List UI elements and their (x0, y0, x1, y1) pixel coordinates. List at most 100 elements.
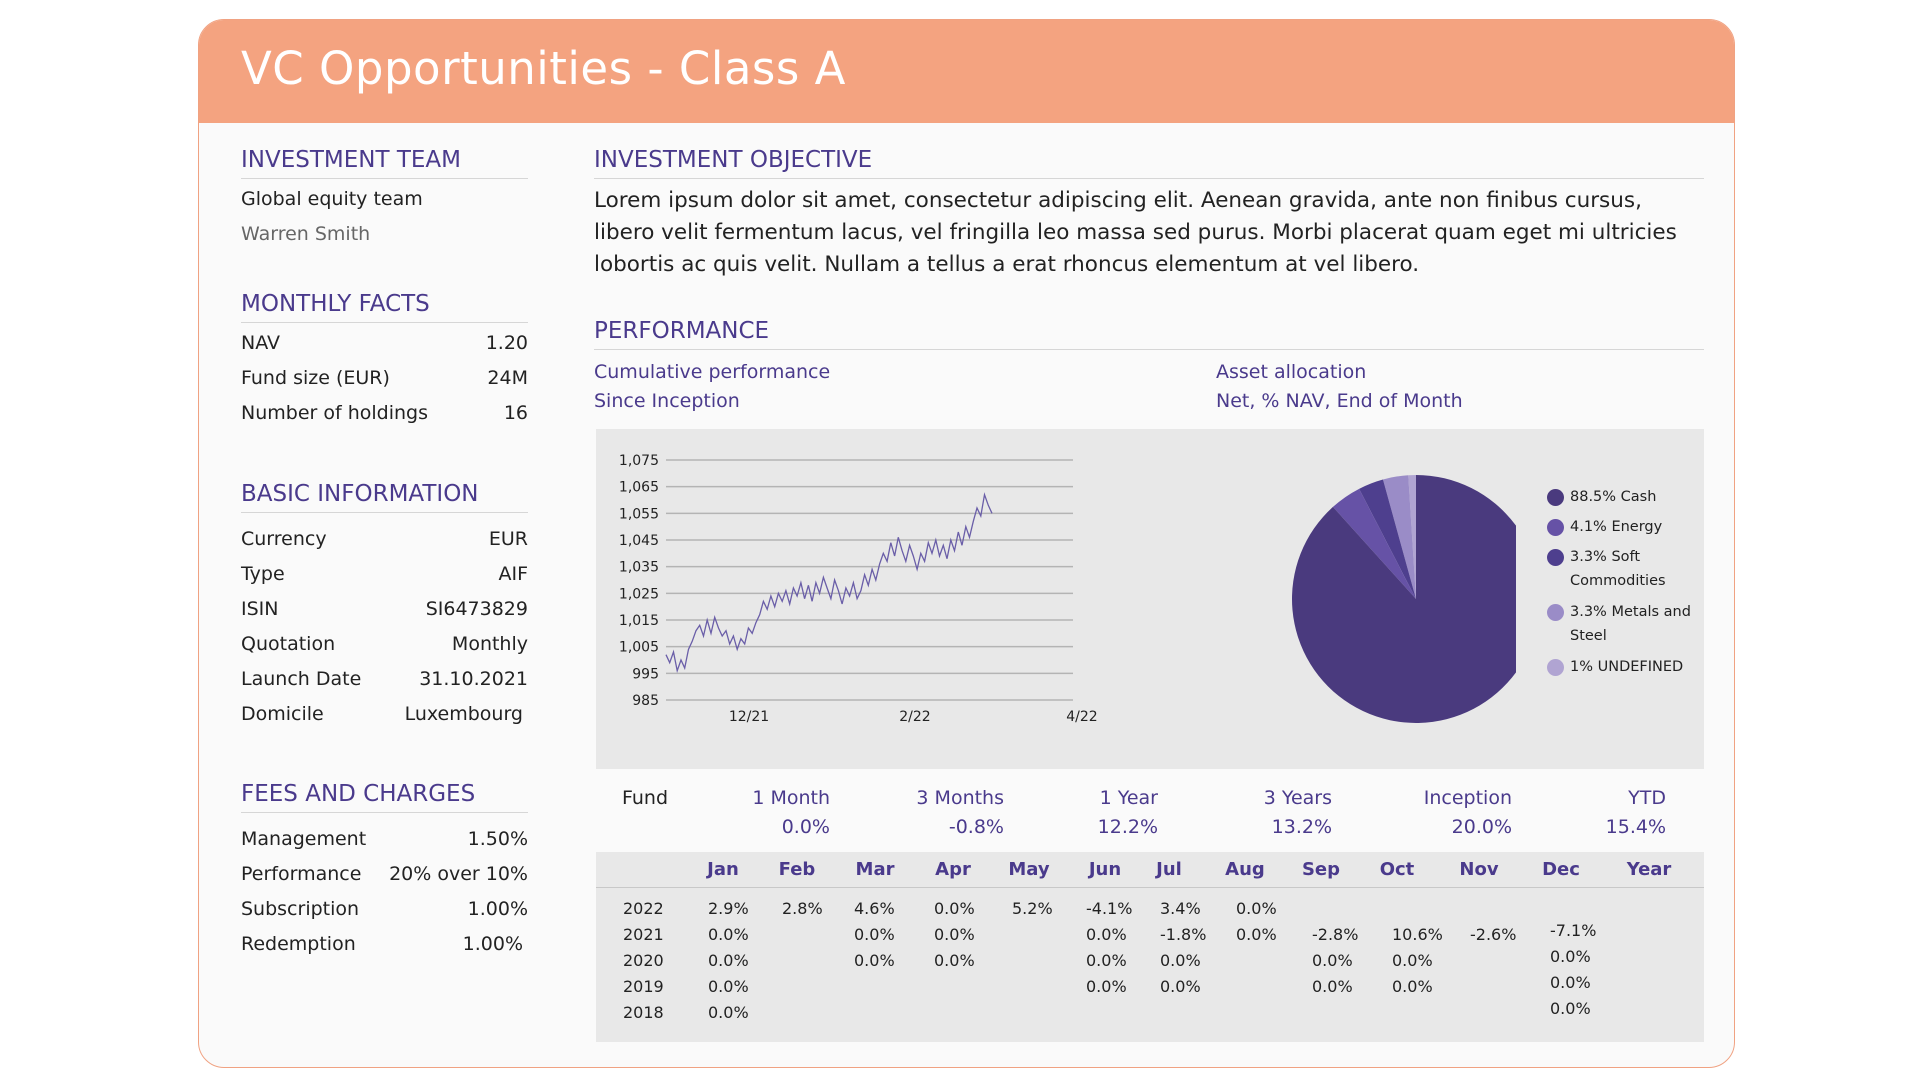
month-header: Jun (1088, 859, 1122, 880)
return-cell: -7.1% (1550, 921, 1597, 940)
y-tick-label: 1,045 (619, 533, 659, 549)
fee-label: Management (241, 828, 367, 850)
legend-label: 1% UNDEFINED (1570, 659, 1684, 675)
return-cell: 0.0% (1160, 977, 1201, 996)
title-banner: VC Opportunities - Class A (199, 20, 1734, 123)
pie-slice (1332, 488, 1416, 599)
fee-label: Performance (241, 863, 362, 885)
info-value: EUR (488, 528, 528, 550)
year-label: 2019 (623, 977, 664, 996)
legend-swatch (1547, 604, 1564, 621)
return-cell: 0.0% (1392, 977, 1433, 996)
return-cell: 0.0% (1086, 925, 1127, 944)
month-header: Dec (1542, 859, 1580, 880)
fund-label: Fund (622, 787, 669, 809)
cumulative-performance-chart: 1,075 1,065 1,055 1,045 1,035 1,025 1,015 1,005… (619, 453, 1098, 725)
divider (241, 178, 528, 179)
fees-heading: FEES AND CHARGES (241, 781, 476, 807)
pie-slice (1408, 475, 1416, 599)
fee-value: 1.50% (467, 828, 528, 850)
info-label: Domicile (241, 703, 324, 725)
investment-team-heading: INVESTMENT TEAM (241, 147, 462, 173)
period-value: 20.0% (1451, 816, 1512, 838)
legend-label: 3.3% Metals and Steel (1570, 604, 1691, 644)
performance-heading: PERFORMANCE (594, 318, 770, 344)
y-tick-label: 1,025 (619, 586, 659, 602)
legend-label: 3.3% Soft Commodities (1570, 549, 1666, 589)
fact-label: Number of holdings (241, 402, 429, 424)
return-cell: 0.0% (934, 925, 975, 944)
info-label: Currency (241, 528, 327, 550)
allocation-title: Asset allocation (1216, 361, 1367, 383)
return-cell: 0.0% (1160, 951, 1201, 970)
allocation-subtitle: Net, % NAV, End of Month (1216, 390, 1463, 412)
x-tick-label: 2/22 (899, 709, 930, 725)
month-header: Oct (1379, 859, 1415, 880)
return-cell: -2.6% (1470, 925, 1517, 944)
period-value: 15.4% (1605, 816, 1666, 838)
cumulative-title: Cumulative performance (594, 361, 831, 383)
basic-information-heading: BASIC INFORMATION (241, 481, 479, 507)
return-cell: 0.0% (708, 977, 749, 996)
y-tick-label: 1,065 (619, 480, 659, 496)
period-label: 1 Month (752, 787, 830, 809)
pie-slice (1292, 475, 1516, 723)
return-cell: 2.9% (708, 899, 749, 918)
y-tick-label: 1,035 (619, 560, 659, 576)
x-tick-label: 12/21 (729, 709, 769, 725)
return-cell: -4.1% (1086, 899, 1133, 918)
fact-value: 1.20 (485, 332, 528, 354)
return-cell: 0.0% (1086, 977, 1127, 996)
objective-text: Lorem ipsum dolor sit amet, consectetur … (594, 188, 1677, 277)
period-value: -0.8% (948, 816, 1004, 838)
fact-label: Fund size (EUR) (241, 367, 390, 389)
divider (241, 512, 528, 513)
performance-line (665, 492, 993, 674)
info-label: Quotation (241, 633, 336, 655)
fee-label: Redemption (241, 933, 356, 955)
y-tick-label: 985 (632, 693, 659, 709)
period-value: 0.0% (781, 816, 830, 838)
y-tick-label: 1,015 (619, 613, 659, 629)
month-header: Mar (855, 859, 895, 880)
y-tick-label: 1,075 (619, 453, 659, 469)
fee-value: 20% over 10% (389, 863, 528, 885)
return-cell: 0.0% (1236, 925, 1277, 944)
info-value: Monthly (451, 633, 528, 655)
pie-slice (1382, 475, 1416, 599)
legend-swatch (1547, 519, 1564, 536)
return-cell: 5.2% (1012, 899, 1053, 918)
legend-label: 4.1% Energy (1570, 519, 1663, 535)
year-label: 2022 (623, 899, 664, 918)
monthly-returns-table (596, 852, 1704, 1042)
divider (594, 178, 1704, 179)
return-cell: 0.0% (1392, 951, 1433, 970)
return-cell: 0.0% (854, 925, 895, 944)
charts-panel: 1,075 1,065 1,055 1,045 1,035 1,025 1,015 1,005… (596, 429, 1704, 769)
info-label: Type (241, 563, 285, 585)
return-cell: -2.8% (1312, 925, 1359, 944)
year-label: 2018 (623, 1003, 664, 1022)
period-label: 1 Year (1099, 787, 1158, 809)
y-tick-label: 995 (632, 666, 659, 682)
info-label: ISIN (241, 598, 279, 620)
legend-swatch (1547, 659, 1564, 676)
return-cell: 0.0% (934, 899, 975, 918)
year-label: 2021 (623, 925, 664, 944)
divider (241, 812, 528, 813)
month-header: Jul (1156, 859, 1182, 880)
fund-title: VC Opportunities - Class A (241, 42, 846, 95)
info-label: Launch Date (241, 668, 362, 690)
fund-factsheet-card: VC Opportunities - Class A INVESTMENT TE… (198, 19, 1735, 1068)
fee-value: 1.00% (462, 933, 523, 955)
year-label: 2020 (623, 951, 664, 970)
info-value: Luxembourg (404, 703, 523, 725)
investment-objective-heading: INVESTMENT OBJECTIVE (594, 147, 873, 173)
return-cell: -1.8% (1160, 925, 1207, 944)
x-tick-label: 4/22 (1066, 709, 1097, 725)
legend-label: 88.5% Cash (1570, 489, 1657, 505)
period-value: 13.2% (1271, 816, 1332, 838)
month-header: May (1008, 859, 1050, 880)
return-cell: 0.0% (708, 925, 749, 944)
month-header: Apr (935, 859, 971, 880)
